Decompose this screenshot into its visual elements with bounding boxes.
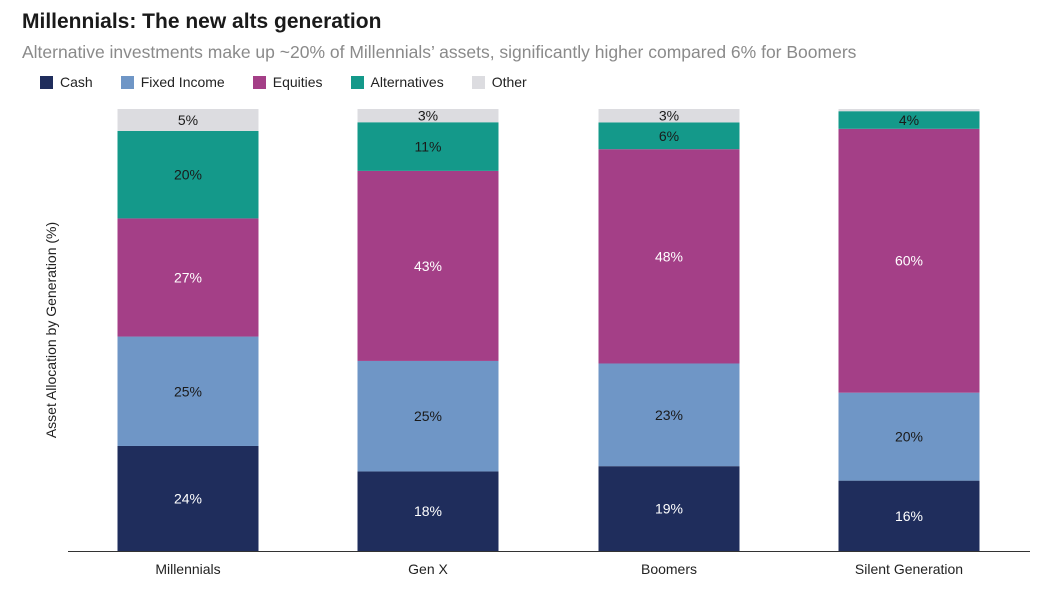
data-label: 20% (174, 167, 202, 183)
data-label: 25% (414, 408, 442, 424)
bar-segment (117, 130, 259, 219)
bar-segment (838, 111, 980, 129)
data-label: 18% (414, 503, 442, 519)
bar-segment (357, 122, 499, 171)
x-tick-label: Silent Generation (855, 561, 963, 577)
legend-item: Cash (40, 74, 93, 90)
legend-label: Equities (272, 74, 323, 90)
legend-swatch (252, 75, 266, 89)
legend-item: Fixed Income (120, 74, 225, 90)
legend-swatch (120, 75, 134, 89)
bar-segment (117, 218, 259, 337)
y-axis-label: Asset Allocation by Generation (%) (43, 222, 59, 438)
bar-segment (117, 336, 259, 446)
data-label: 6% (659, 128, 679, 144)
bar-segment (838, 109, 980, 112)
bar-segment (117, 109, 259, 131)
legend-item: Alternatives (350, 74, 444, 90)
bar-segment (838, 480, 980, 551)
data-label: 16% (895, 508, 923, 524)
bar-segment (598, 466, 740, 551)
legend-label: Cash (60, 74, 93, 90)
legend: Cash Fixed Income Equities Alternatives Othe… (40, 74, 555, 90)
bar-segment (117, 445, 259, 551)
data-label: 20% (895, 429, 923, 445)
bar-segment (598, 363, 740, 467)
bar-segment (838, 392, 980, 481)
bar-segment (357, 360, 499, 472)
data-label: 60% (895, 253, 923, 269)
x-tick-label: Boomers (641, 561, 697, 577)
data-label: 24% (174, 490, 202, 506)
data-label: 43% (414, 258, 442, 274)
bar-segment (357, 471, 499, 551)
data-label: 11% (415, 139, 442, 155)
x-tick-label: Millennials (155, 561, 220, 577)
data-label: 25% (174, 383, 202, 399)
bar-segment (357, 109, 499, 123)
bar-segment (598, 149, 740, 364)
legend-swatch (40, 75, 53, 89)
legend-item: Equities (252, 74, 323, 90)
data-label: 23% (655, 407, 683, 423)
bar-segment (357, 170, 499, 361)
data-label: 3% (659, 108, 679, 124)
legend-swatch (350, 75, 364, 89)
chart-title: Millennials: The new alts generation (22, 10, 382, 33)
legend-label: Fixed Income (140, 74, 225, 90)
legend-label: Other (491, 74, 527, 90)
data-label: 4% (899, 112, 919, 128)
bar-segment (598, 109, 740, 123)
legend-swatch (471, 75, 485, 89)
bar-segment (838, 128, 980, 393)
data-label: 19% (655, 501, 683, 517)
data-label: 48% (655, 248, 683, 264)
bar-segment (598, 122, 740, 150)
chart-subtitle: Alternative investments make up ~20% of … (22, 42, 857, 62)
data-label: 27% (174, 269, 202, 285)
data-label: 5% (178, 112, 198, 128)
legend-label: Alternatives (370, 74, 444, 90)
data-label: 3% (418, 108, 438, 124)
x-tick-label: Gen X (408, 561, 448, 577)
legend-item: Other (471, 74, 527, 90)
